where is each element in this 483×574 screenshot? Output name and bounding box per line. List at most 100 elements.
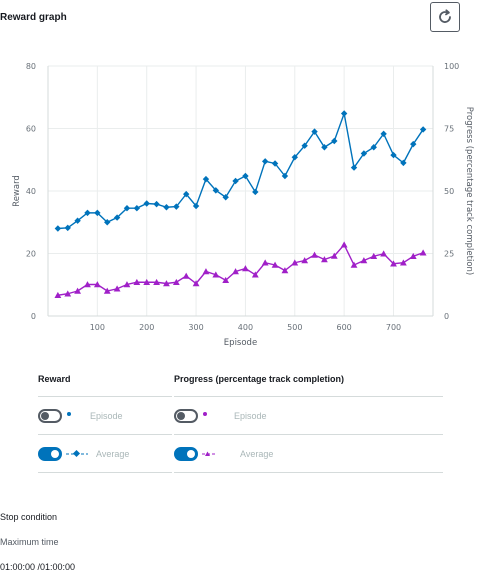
reward-point xyxy=(133,204,141,212)
reward-point xyxy=(74,217,81,224)
progress-point xyxy=(103,287,111,294)
reward-point xyxy=(183,190,190,198)
progress-point xyxy=(113,285,121,292)
progress-episode-row: Episode xyxy=(174,397,443,435)
reward-chart: 0 20 40 60 80 100 200 300 400 500 600 700 0 25 50 75 100… xyxy=(12,62,474,348)
progress-point xyxy=(172,278,180,285)
refresh-icon xyxy=(439,9,451,23)
y-tick-label: 20 xyxy=(26,250,36,259)
reward-point xyxy=(173,203,180,210)
series-line-1 xyxy=(57,243,424,296)
reward-point xyxy=(94,209,101,217)
reward-average-toggle[interactable] xyxy=(38,446,62,461)
progress-point xyxy=(212,271,220,278)
progress-point xyxy=(232,268,239,275)
progress-point xyxy=(350,261,358,268)
reward-point xyxy=(113,214,121,221)
progress-point xyxy=(380,250,388,257)
progress-episode-toggle[interactable] xyxy=(174,408,198,423)
refresh-button[interactable] xyxy=(430,2,460,32)
x-tick-label: 700 xyxy=(386,323,401,332)
progress-point xyxy=(133,278,141,285)
progress-point xyxy=(399,259,407,266)
progress-point xyxy=(192,280,200,287)
progress-episode-label: Episode xyxy=(234,410,267,421)
progress-point xyxy=(202,268,210,275)
reward-point xyxy=(340,110,348,117)
y-tick-label: 60 xyxy=(26,125,36,134)
progress-legend: Progress (percentage track completion) E… xyxy=(174,368,443,473)
reward-point xyxy=(252,188,259,196)
reward-point xyxy=(54,225,62,232)
progress-average-toggle[interactable] xyxy=(174,446,198,461)
progress-episode-marker-icon xyxy=(203,411,207,416)
progress-point xyxy=(222,276,230,283)
progress-point xyxy=(74,287,82,294)
page-title: Reward graph xyxy=(0,12,67,23)
reward-point xyxy=(104,219,111,226)
y2-tick-label: 0 xyxy=(444,312,449,321)
progress-average-label: Average xyxy=(240,448,274,459)
progress-point xyxy=(143,278,151,285)
x-tick-label: 400 xyxy=(238,323,253,332)
progress-average-row: Average xyxy=(174,435,443,473)
reward-point xyxy=(143,200,150,207)
progress-point xyxy=(93,281,101,288)
progress-point xyxy=(340,241,348,248)
reward-point xyxy=(192,202,200,210)
progress-point xyxy=(281,267,289,274)
x-axis-title: Episode xyxy=(224,338,257,348)
progress-point xyxy=(390,260,397,267)
progress-point xyxy=(153,278,160,285)
progress-point xyxy=(271,261,279,268)
progress-point xyxy=(321,256,328,263)
reward-episode-row: Episode xyxy=(38,397,172,435)
reward-point xyxy=(261,158,269,165)
progress-average-marker-icon xyxy=(202,451,216,456)
reward-legend-title: Reward xyxy=(38,368,172,397)
progress-point xyxy=(370,252,378,259)
reward-point xyxy=(153,200,160,208)
progress-point xyxy=(311,251,318,258)
progress-point xyxy=(330,252,338,259)
progress-point xyxy=(261,259,269,266)
progress-point xyxy=(301,257,309,264)
progress-point xyxy=(54,291,62,298)
reward-average-label: Average xyxy=(96,448,130,459)
reward-legend: Reward Episode Average xyxy=(38,368,172,473)
progress-point xyxy=(291,259,299,266)
stop-condition-title: Stop condition xyxy=(0,512,58,522)
progress-point xyxy=(64,290,72,297)
reward-point xyxy=(242,172,249,180)
x-tick-label: 300 xyxy=(188,323,203,332)
reward-point xyxy=(64,224,71,232)
y2-tick-label: 75 xyxy=(444,125,454,134)
progress-point xyxy=(123,281,131,288)
y-axis-title: Reward xyxy=(12,175,22,207)
y2-tick-label: 50 xyxy=(444,187,454,196)
reward-episode-label: Episode xyxy=(90,410,123,421)
maximum-time-label: Maximum time xyxy=(0,537,59,547)
y-tick-label: 80 xyxy=(26,62,36,71)
x-tick-label: 100 xyxy=(90,323,105,332)
reward-episode-toggle[interactable] xyxy=(38,408,62,423)
y-tick-label: 40 xyxy=(26,187,36,196)
progress-legend-title: Progress (percentage track completion) xyxy=(174,368,443,397)
reward-average-row: Average xyxy=(38,435,172,473)
progress-point xyxy=(251,271,259,278)
x-tick-label: 200 xyxy=(139,323,154,332)
progress-point xyxy=(182,272,190,279)
reward-point xyxy=(163,204,170,211)
reward-point xyxy=(84,209,91,217)
reward-point xyxy=(212,187,220,194)
series-line-0 xyxy=(57,110,424,230)
progress-point xyxy=(409,252,417,259)
progress-point xyxy=(242,265,249,272)
progress-point xyxy=(360,257,368,264)
reward-point xyxy=(202,175,210,183)
reward-episode-marker-icon xyxy=(67,411,71,416)
y-tick-label: 0 xyxy=(31,312,36,321)
reward-point xyxy=(232,177,239,185)
y2-tick-label: 25 xyxy=(444,250,454,259)
maximum-time-value: 01:00:00 /01:00:00 xyxy=(0,562,76,572)
